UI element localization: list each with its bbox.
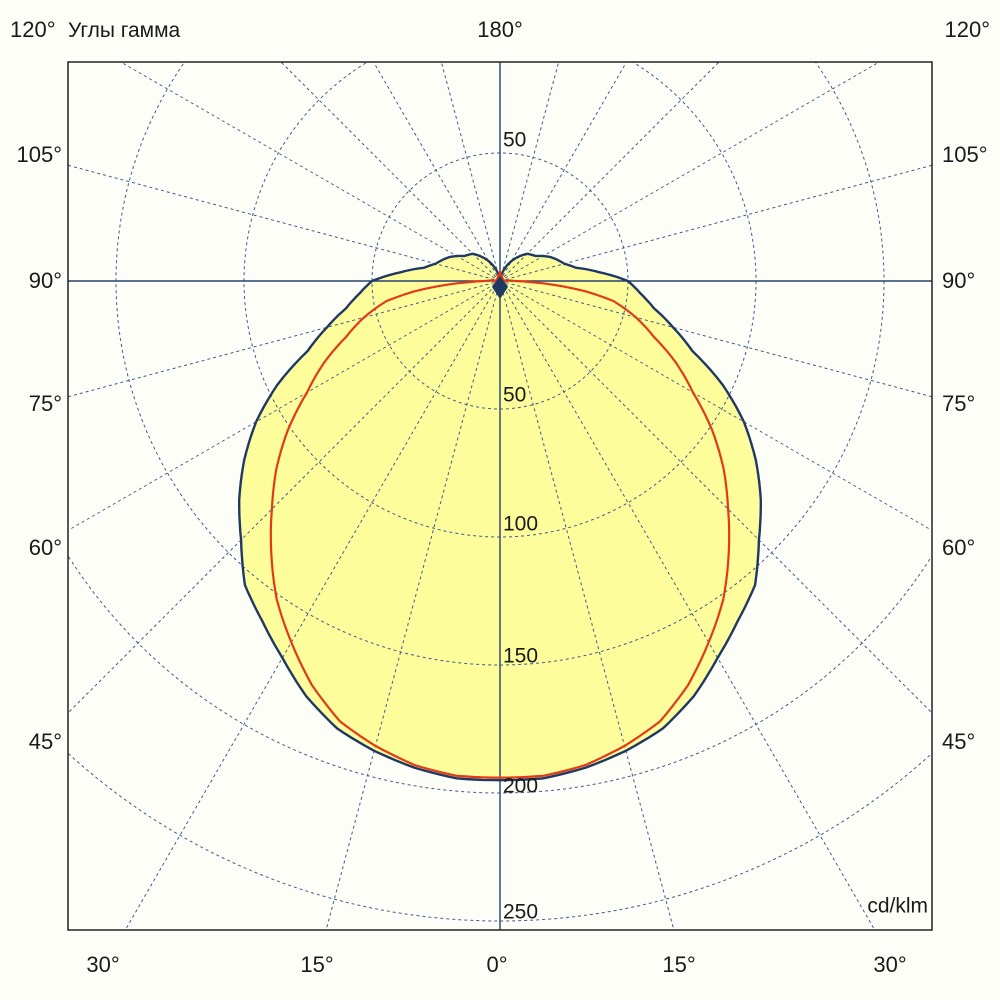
- gamma-angle-label-bottom-15: 15°: [662, 952, 696, 977]
- radial-tick-label-200: 200: [503, 774, 539, 798]
- grid-spoke-120: [499, 62, 881, 282]
- chart-title: Углы гамма: [68, 19, 181, 42]
- gamma-angle-label-bottom-0: 0°: [486, 952, 508, 977]
- top-axis-label-180: 180°: [477, 17, 523, 42]
- gamma-angle-label-bottom-30: 30°: [873, 952, 907, 977]
- gamma-angle-label-bottom-30: 30°: [86, 952, 120, 977]
- gamma-angle-label-left-90: 90°: [28, 268, 62, 293]
- gamma-angle-label-right-45: 45°: [942, 729, 976, 754]
- grid-spoke-105: [68, 164, 501, 282]
- radial-tick-label-100: 100: [503, 512, 539, 536]
- gamma-angle-label-right-90: 90°: [942, 268, 976, 293]
- blue-center-marker: [492, 276, 508, 299]
- grid-spoke-135: [499, 62, 720, 282]
- units-label: cd/klm: [867, 894, 928, 918]
- grid-spoke-150: [499, 62, 628, 282]
- gamma-angle-label-bottom-15: 15°: [300, 952, 334, 977]
- gamma-angle-label-left-75: 75°: [28, 391, 62, 416]
- grid-spoke-120: [119, 62, 501, 282]
- grid-spoke-105: [499, 164, 932, 282]
- gamma-angle-label-left-45: 45°: [28, 729, 62, 754]
- red-intensity-curve: [269, 279, 731, 779]
- blue-intensity-curve: [238, 252, 762, 782]
- grid-spoke-165: [440, 62, 501, 282]
- grid-spoke-135: [280, 62, 501, 282]
- corner-label-top-right: 120°: [944, 17, 990, 42]
- gamma-angle-label-right-60: 60°: [942, 535, 976, 560]
- corner-label-top-left: 120°: [10, 17, 56, 42]
- gamma-angle-label-left-60: 60°: [28, 535, 62, 560]
- gamma-angle-label-left-105: 105°: [16, 142, 62, 167]
- gamma-angle-label-right-75: 75°: [942, 391, 976, 416]
- grid-spoke-165: [499, 62, 560, 282]
- radial-tick-label-50: 50: [503, 128, 527, 152]
- grid-spoke-150: [372, 62, 501, 282]
- gamma-angle-label-right-105: 105°: [942, 142, 988, 167]
- radial-tick-label-150: 150: [503, 644, 539, 668]
- radial-tick-label-250: 250: [503, 900, 539, 924]
- plot-frame: [67, 61, 933, 931]
- radial-tick-label-50: 50: [503, 383, 527, 407]
